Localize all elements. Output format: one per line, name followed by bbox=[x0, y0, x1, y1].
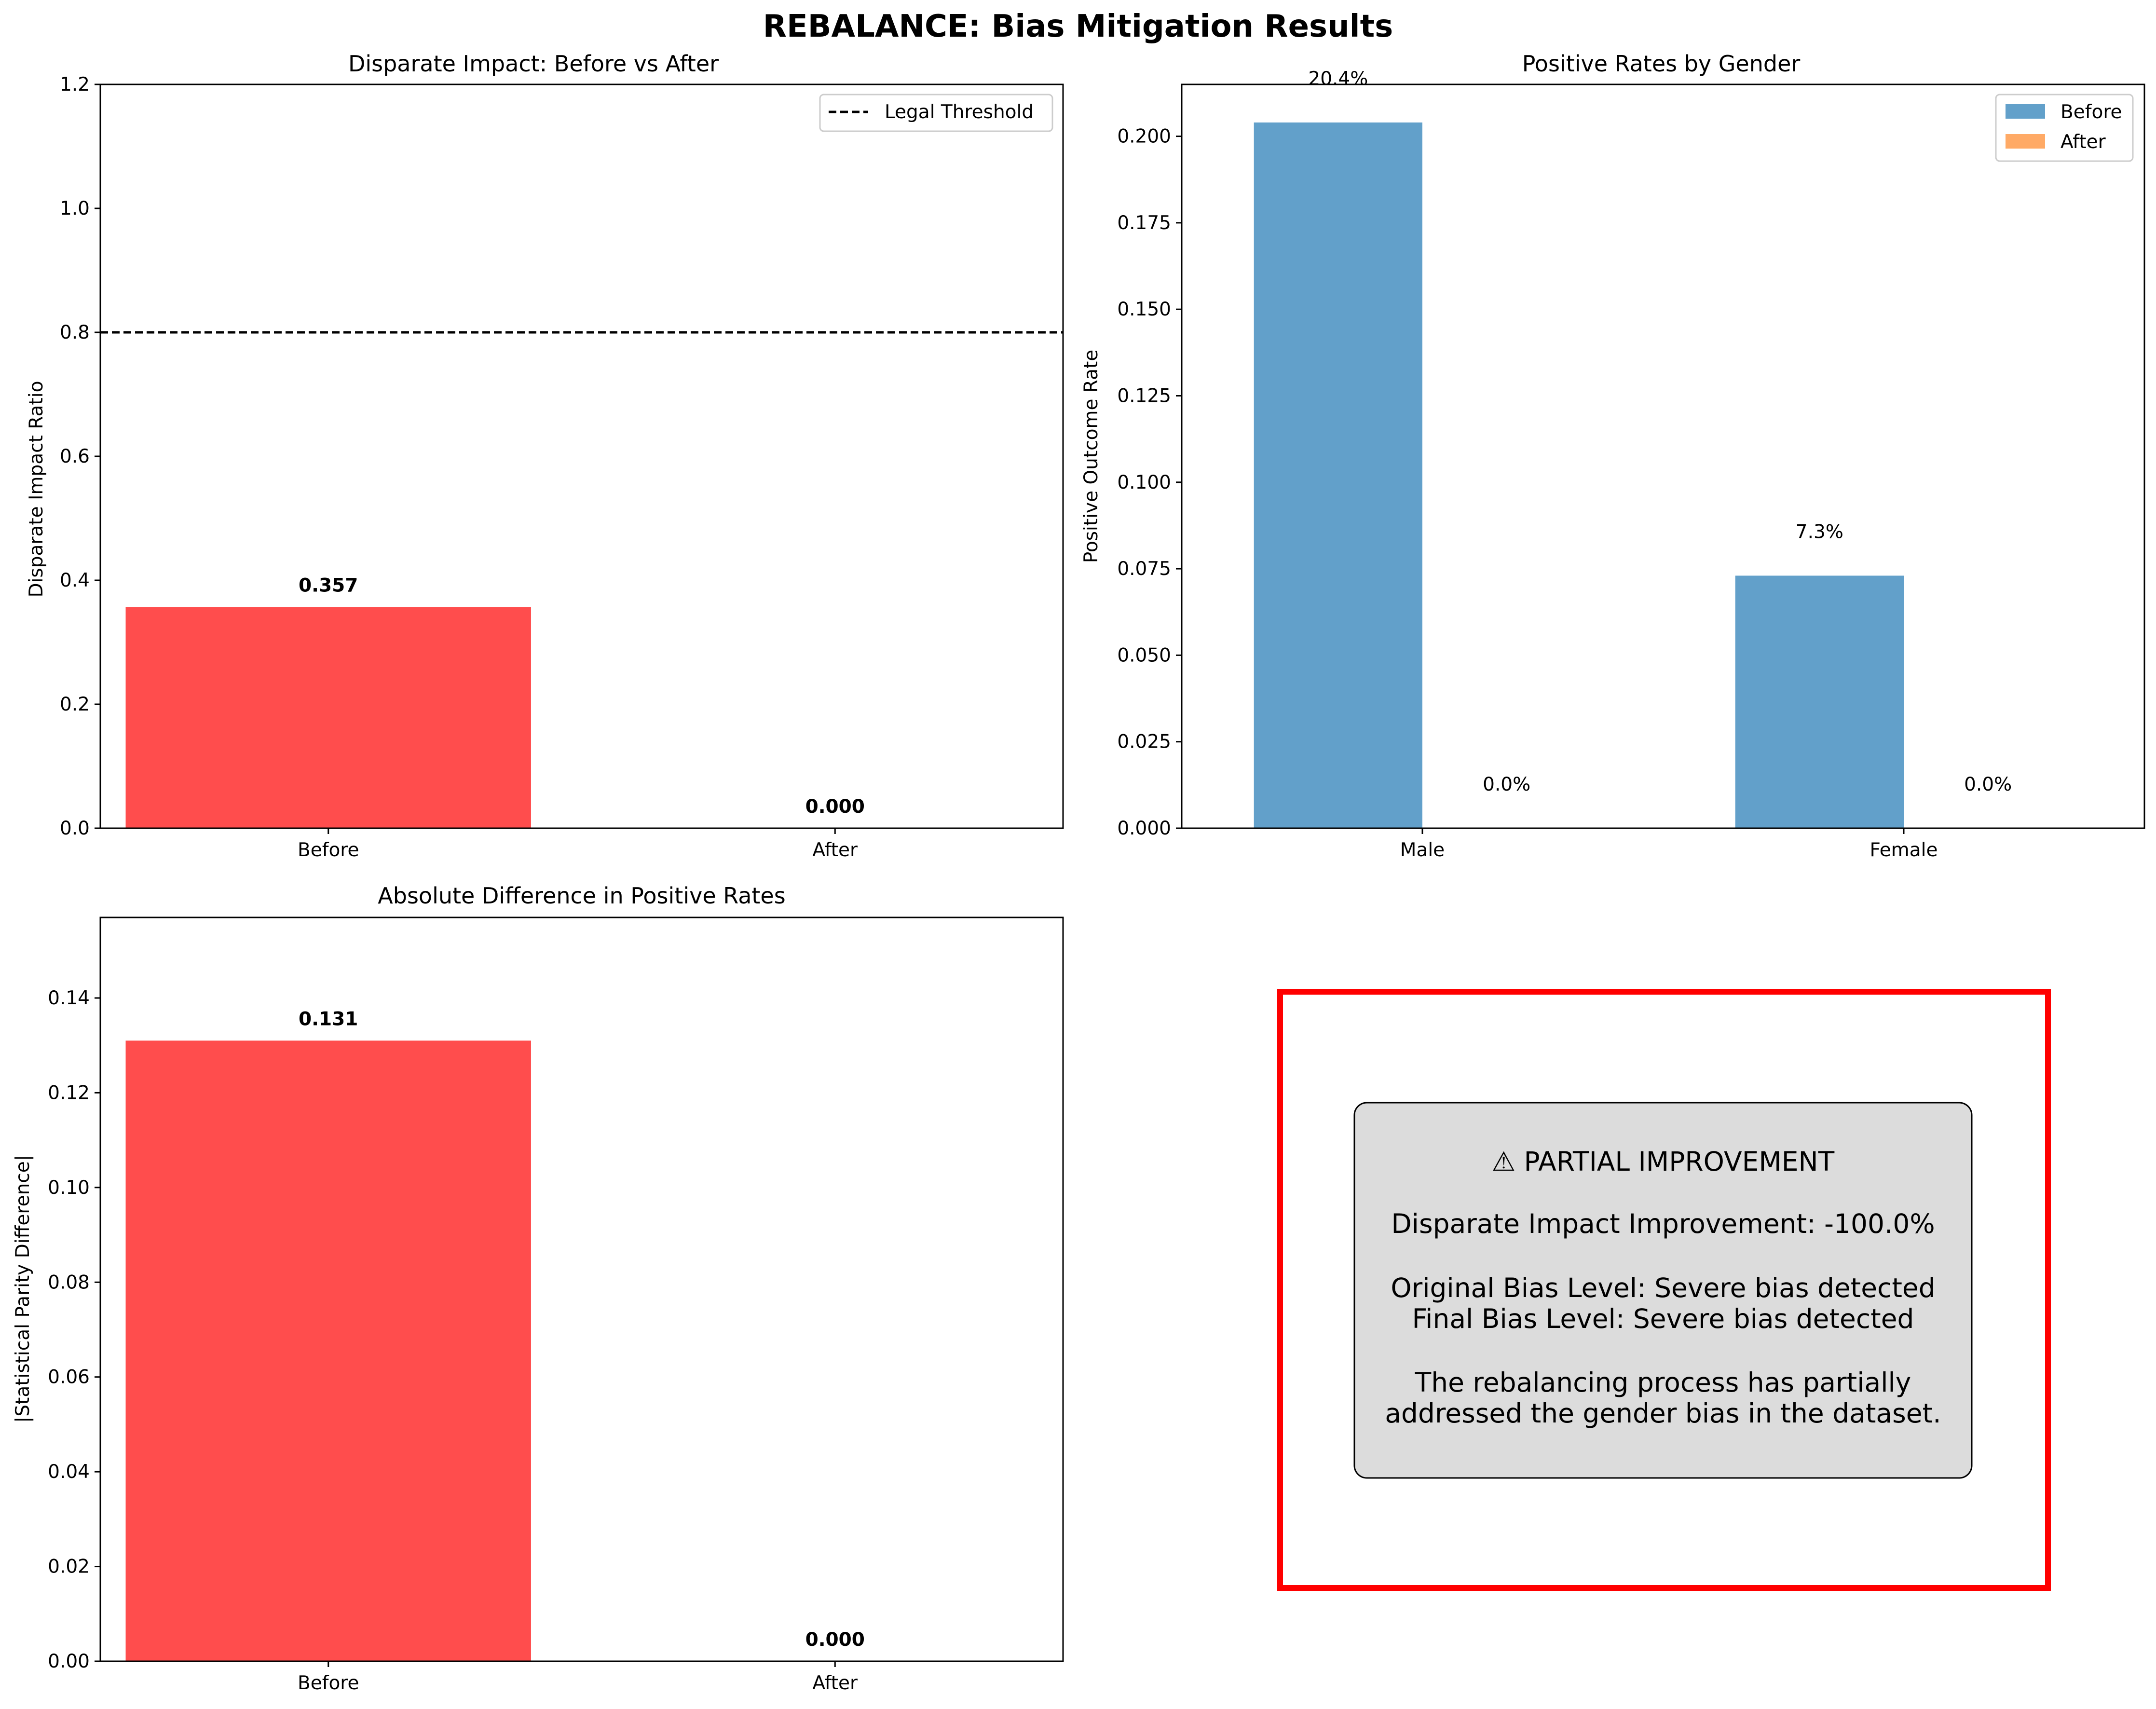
p1-xtick-label: After bbox=[812, 839, 858, 861]
panel1-legend-box bbox=[819, 94, 1053, 132]
p3-ytick-label: 0.08 bbox=[48, 1271, 90, 1293]
summary-headline: ⚠ PARTIAL IMPROVEMENT bbox=[1492, 1146, 1835, 1177]
p2-value-label: 0.0% bbox=[1483, 774, 1530, 795]
panel-positive-rates: Positive Rates by Gender Positive Outcom… bbox=[1080, 51, 2145, 861]
p3-ytick-label: 0.10 bbox=[48, 1177, 90, 1199]
summary-panel: ⚠ PARTIAL IMPROVEMENT Disparate Impact I… bbox=[1277, 989, 2051, 1591]
legend-after-swatch bbox=[2006, 134, 2045, 149]
p3-ytick-label: 0.04 bbox=[48, 1461, 90, 1483]
p1-ytick-label: 1.2 bbox=[60, 74, 90, 96]
p2-ytick-label: 0.025 bbox=[1117, 731, 1171, 753]
p3-ytick-label: 0.14 bbox=[48, 987, 90, 1009]
panel2-title: Positive Rates by Gender bbox=[1522, 51, 1801, 77]
p2-xtick-label: Female bbox=[1869, 839, 1938, 861]
p3-bar bbox=[125, 1040, 531, 1661]
p3-ytick-label: 0.02 bbox=[48, 1556, 90, 1578]
p1-ytick-label: 1.0 bbox=[60, 198, 90, 219]
summary-note-line2: addressed the gender bias in the dataset… bbox=[1385, 1398, 1941, 1429]
p2-value-label: 20.4% bbox=[1308, 68, 1368, 90]
legend-before-label: Before bbox=[2060, 101, 2122, 123]
p1-value-label: 0.357 bbox=[299, 574, 358, 596]
panel3-axes-frame bbox=[99, 916, 1064, 1662]
p2-ytick-label: 0.175 bbox=[1117, 212, 1171, 234]
p3-value-label: 0.000 bbox=[805, 1629, 865, 1651]
p1-ytick-label: 0.2 bbox=[60, 694, 90, 715]
p2-ytick-label: 0.150 bbox=[1117, 299, 1171, 320]
p3-ytick-label: 0.06 bbox=[48, 1367, 90, 1388]
p3-xtick-label: Before bbox=[298, 1672, 359, 1694]
summary-note-line1: The rebalancing process has partially bbox=[1415, 1367, 1911, 1398]
panel2-ylabel: Positive Outcome Rate bbox=[1080, 350, 1102, 563]
summary-box bbox=[1353, 1102, 1973, 1479]
p2-ytick-label: 0.000 bbox=[1117, 818, 1171, 839]
panel3-ylabel: |Statistical Parity Difference| bbox=[12, 1155, 34, 1423]
p2-value-label: 0.0% bbox=[1964, 774, 2012, 795]
summary-outer-border bbox=[1277, 989, 2051, 1591]
p1-bar bbox=[125, 607, 531, 828]
panel1-title: Disparate Impact: Before vs After bbox=[348, 51, 719, 77]
summary-improvement: Disparate Impact Improvement: -100.0% bbox=[1391, 1208, 1935, 1239]
p1-value-label: 0.000 bbox=[805, 796, 865, 818]
p3-xtick-label: After bbox=[812, 1672, 858, 1694]
summary-original-bias: Original Bias Level: Severe bias detecte… bbox=[1391, 1272, 1935, 1303]
p1-ytick-label: 0.6 bbox=[60, 446, 90, 467]
legend-before-swatch bbox=[2006, 104, 2045, 119]
panel1-axes-frame bbox=[99, 83, 1064, 829]
panel1-ylabel: Disparate Impact Ratio bbox=[26, 381, 47, 598]
legend-threshold-label: Legal Threshold bbox=[885, 101, 1034, 123]
summary-final-bias: Final Bias Level: Severe bias detected bbox=[1412, 1303, 1914, 1334]
panel2-axes-frame bbox=[1181, 83, 2145, 829]
p3-ytick-label: 0.12 bbox=[48, 1082, 90, 1104]
figure-title: REBALANCE: Bias Mitigation Results bbox=[763, 9, 1393, 44]
p2-bar-before bbox=[1735, 575, 1904, 828]
p2-ytick-label: 0.125 bbox=[1117, 385, 1171, 407]
p1-ytick-label: 0.0 bbox=[60, 818, 90, 839]
p2-ytick-label: 0.050 bbox=[1117, 644, 1171, 666]
p2-ytick-label: 0.200 bbox=[1117, 126, 1171, 148]
panel-disparate-impact: Disparate Impact: Before vs After Dispar… bbox=[26, 51, 1064, 861]
p2-bar-before bbox=[1254, 122, 1422, 828]
p2-value-label: 7.3% bbox=[1796, 521, 1843, 543]
p2-xtick-label: Male bbox=[1400, 839, 1445, 861]
p3-value-label: 0.131 bbox=[299, 1008, 358, 1030]
panel1-legend: Legal Threshold bbox=[819, 94, 1053, 132]
p3-ytick-label: 0.00 bbox=[48, 1651, 90, 1672]
p1-ytick-label: 0.4 bbox=[60, 570, 90, 591]
legend-after-label: After bbox=[2060, 131, 2106, 153]
panel-statistical-parity: Absolute Difference in Positive Rates |S… bbox=[12, 883, 1064, 1694]
p1-xtick-label: Before bbox=[298, 839, 359, 861]
p2-ytick-label: 0.075 bbox=[1117, 558, 1171, 580]
p1-ytick-label: 0.8 bbox=[60, 322, 90, 343]
panel3-title: Absolute Difference in Positive Rates bbox=[378, 883, 785, 909]
p2-ytick-label: 0.100 bbox=[1117, 472, 1171, 493]
panel2-legend: Before After bbox=[1995, 94, 2134, 162]
